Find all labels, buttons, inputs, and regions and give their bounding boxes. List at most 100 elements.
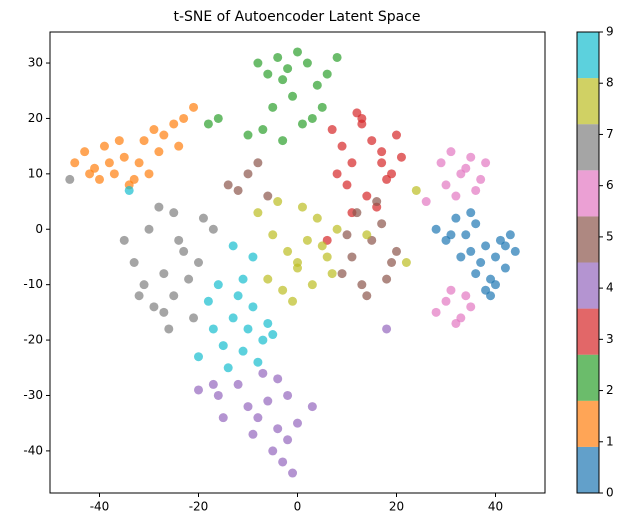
point — [134, 158, 144, 168]
point — [288, 468, 298, 478]
point — [476, 174, 486, 184]
point — [213, 280, 223, 290]
point — [481, 158, 491, 168]
point — [466, 246, 476, 256]
point — [154, 147, 164, 157]
point — [451, 191, 461, 201]
point — [124, 185, 134, 195]
point — [387, 258, 397, 267]
colorbar-tick-label: 4 — [606, 281, 614, 295]
point — [263, 191, 273, 201]
point — [253, 413, 263, 423]
colorbar-segment — [577, 216, 599, 263]
point — [129, 258, 139, 267]
point — [505, 230, 515, 240]
point — [446, 230, 456, 240]
point — [99, 141, 109, 151]
point — [293, 47, 302, 57]
point — [466, 302, 476, 312]
colorbar-segment — [577, 32, 599, 79]
x-tick-label: 40 — [488, 500, 503, 514]
point — [243, 324, 253, 334]
point — [392, 246, 401, 256]
point — [189, 313, 199, 323]
colorbar-segment — [577, 308, 599, 355]
point — [104, 158, 114, 168]
point — [392, 130, 401, 140]
point — [179, 246, 189, 256]
point — [198, 213, 208, 223]
point — [461, 163, 471, 173]
point — [248, 252, 258, 262]
y-tick-label: 10 — [28, 166, 43, 180]
point — [278, 457, 288, 467]
point — [377, 158, 387, 168]
point — [510, 246, 520, 256]
point — [278, 136, 288, 146]
point — [297, 119, 307, 129]
point — [139, 136, 149, 146]
colorbar-tick-label: 5 — [606, 229, 614, 243]
point — [253, 58, 263, 68]
y-tick-label: -30 — [23, 388, 43, 402]
point — [268, 102, 278, 112]
point — [243, 169, 253, 179]
point — [456, 313, 466, 323]
point — [466, 152, 476, 162]
point — [278, 75, 288, 85]
point — [248, 429, 258, 439]
point — [114, 136, 124, 146]
point — [471, 269, 481, 279]
point — [431, 307, 441, 317]
colorbar-segment — [577, 170, 599, 217]
point — [322, 252, 332, 262]
point — [85, 169, 95, 179]
point — [278, 285, 288, 295]
colorbar-segment — [577, 124, 599, 171]
colorbar-tick-label: 0 — [606, 486, 614, 500]
point — [233, 291, 243, 301]
point — [65, 174, 75, 184]
point — [476, 258, 486, 267]
chart-title: t-SNE of Autoencoder Latent Space — [173, 9, 420, 25]
x-tick-label: 20 — [389, 500, 404, 514]
point — [174, 235, 184, 245]
colorbar-tick-label: 7 — [606, 127, 614, 141]
point — [154, 202, 164, 212]
point — [228, 241, 238, 251]
point — [288, 296, 298, 306]
point — [258, 335, 268, 345]
y-tick-label: 0 — [35, 222, 43, 236]
point — [491, 252, 500, 262]
x-tick-label: -20 — [189, 500, 209, 514]
point — [233, 185, 243, 195]
point — [139, 280, 149, 290]
y-tick-label: -40 — [23, 443, 43, 457]
y-tick-label: -20 — [23, 333, 43, 347]
point — [401, 258, 411, 267]
point — [144, 169, 154, 179]
point — [307, 113, 317, 123]
point — [342, 180, 352, 190]
point — [268, 330, 278, 340]
point — [208, 324, 218, 334]
point — [461, 230, 471, 240]
point — [382, 274, 392, 284]
point — [253, 158, 263, 168]
point — [159, 307, 169, 317]
point — [243, 130, 253, 140]
point — [169, 119, 179, 129]
point — [332, 169, 342, 179]
point — [213, 390, 223, 400]
point — [223, 363, 233, 373]
point — [159, 130, 169, 140]
point — [243, 402, 253, 412]
point — [382, 174, 392, 184]
point — [263, 318, 273, 328]
point — [293, 418, 302, 428]
point — [446, 147, 456, 157]
point — [253, 208, 263, 218]
point — [283, 246, 293, 256]
point — [119, 152, 129, 162]
